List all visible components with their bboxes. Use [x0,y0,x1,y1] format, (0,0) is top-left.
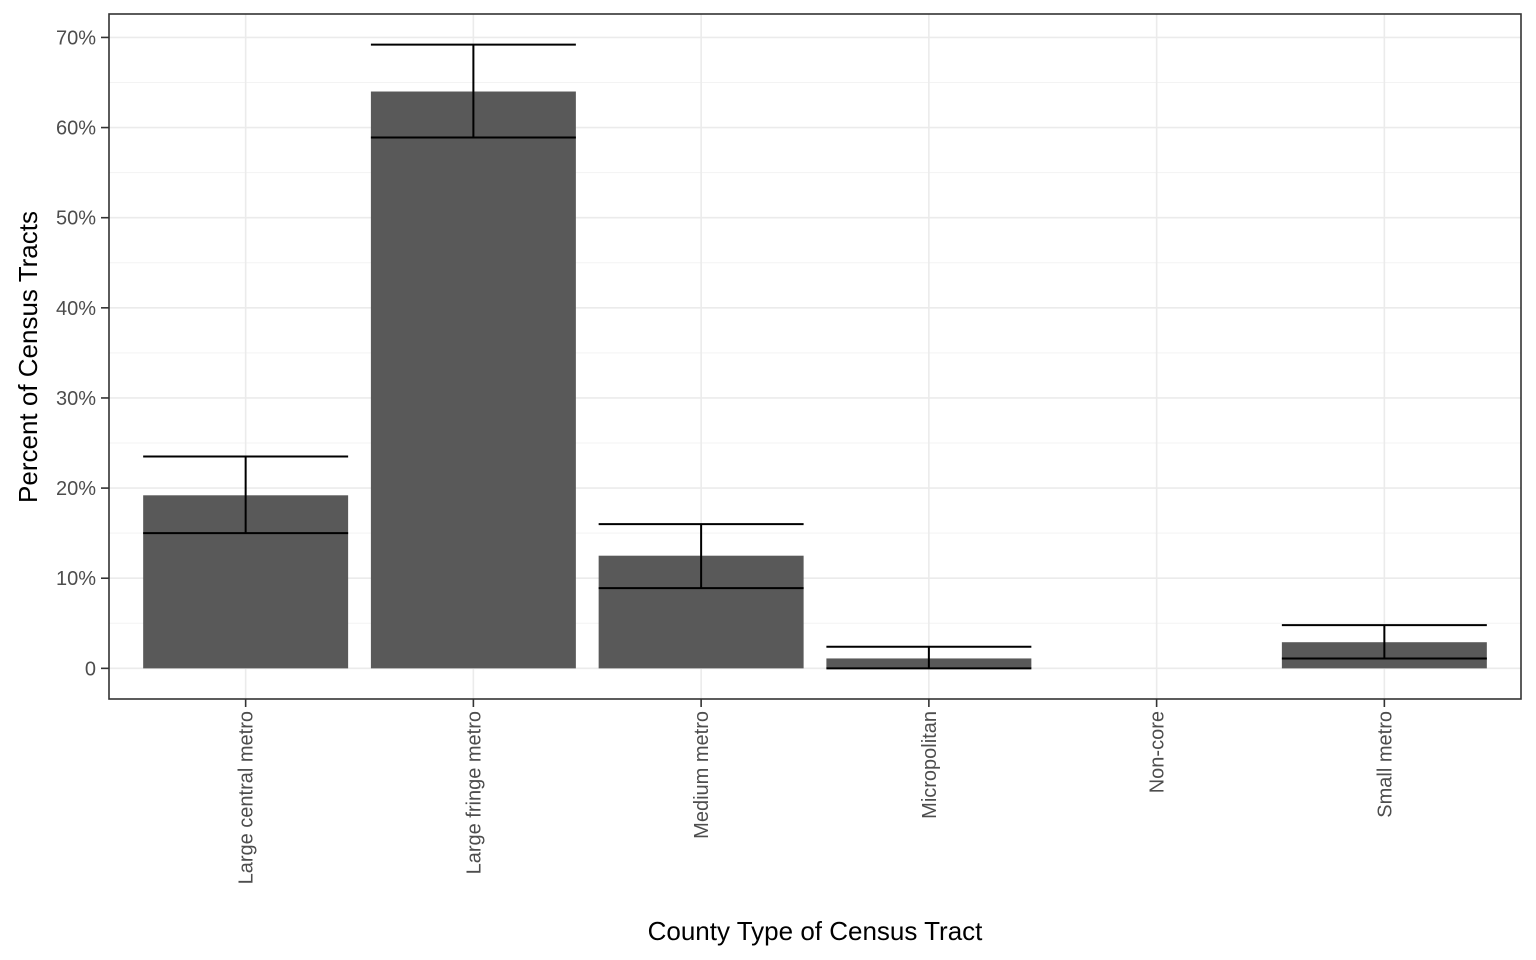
x-tick-label: Micropolitan [919,711,941,819]
y-tick-label: 10% [56,568,96,590]
panel-border [108,13,1522,700]
x-axis-title: County Type of Census Tract [648,916,984,946]
x-tick-label: Large central metro [236,711,258,884]
x-tick-label: Small metro [1374,711,1396,818]
grid [109,14,1521,699]
bars [143,91,1487,669]
y-tick-label: 20% [56,478,96,500]
error-bar [826,645,1032,670]
y-tick-label: 60% [56,118,96,140]
error-bar [598,523,804,590]
error-bar [143,455,349,535]
x-tick-label: Non-core [1147,711,1169,793]
y-tick-label: 0 [85,658,96,680]
error-bar [370,43,576,139]
error-bars [143,43,1487,670]
y-tick-label: 30% [56,388,96,410]
x-tick-label: Large fringe metro [463,711,485,874]
error-bar [1281,624,1487,660]
y-tick-label: 40% [56,298,96,320]
y-tick-label: 70% [56,27,96,49]
y-tick-label: 50% [56,208,96,230]
bar [370,91,576,669]
x-axis: Large central metro Large fringe metro Med… [236,699,1396,884]
y-axis: 0 10% 20% 30% 40% 50% 60% 70% [56,27,109,680]
y-axis-title: Percent of Census Tracts [13,211,43,503]
x-tick-label: Medium metro [691,711,713,839]
